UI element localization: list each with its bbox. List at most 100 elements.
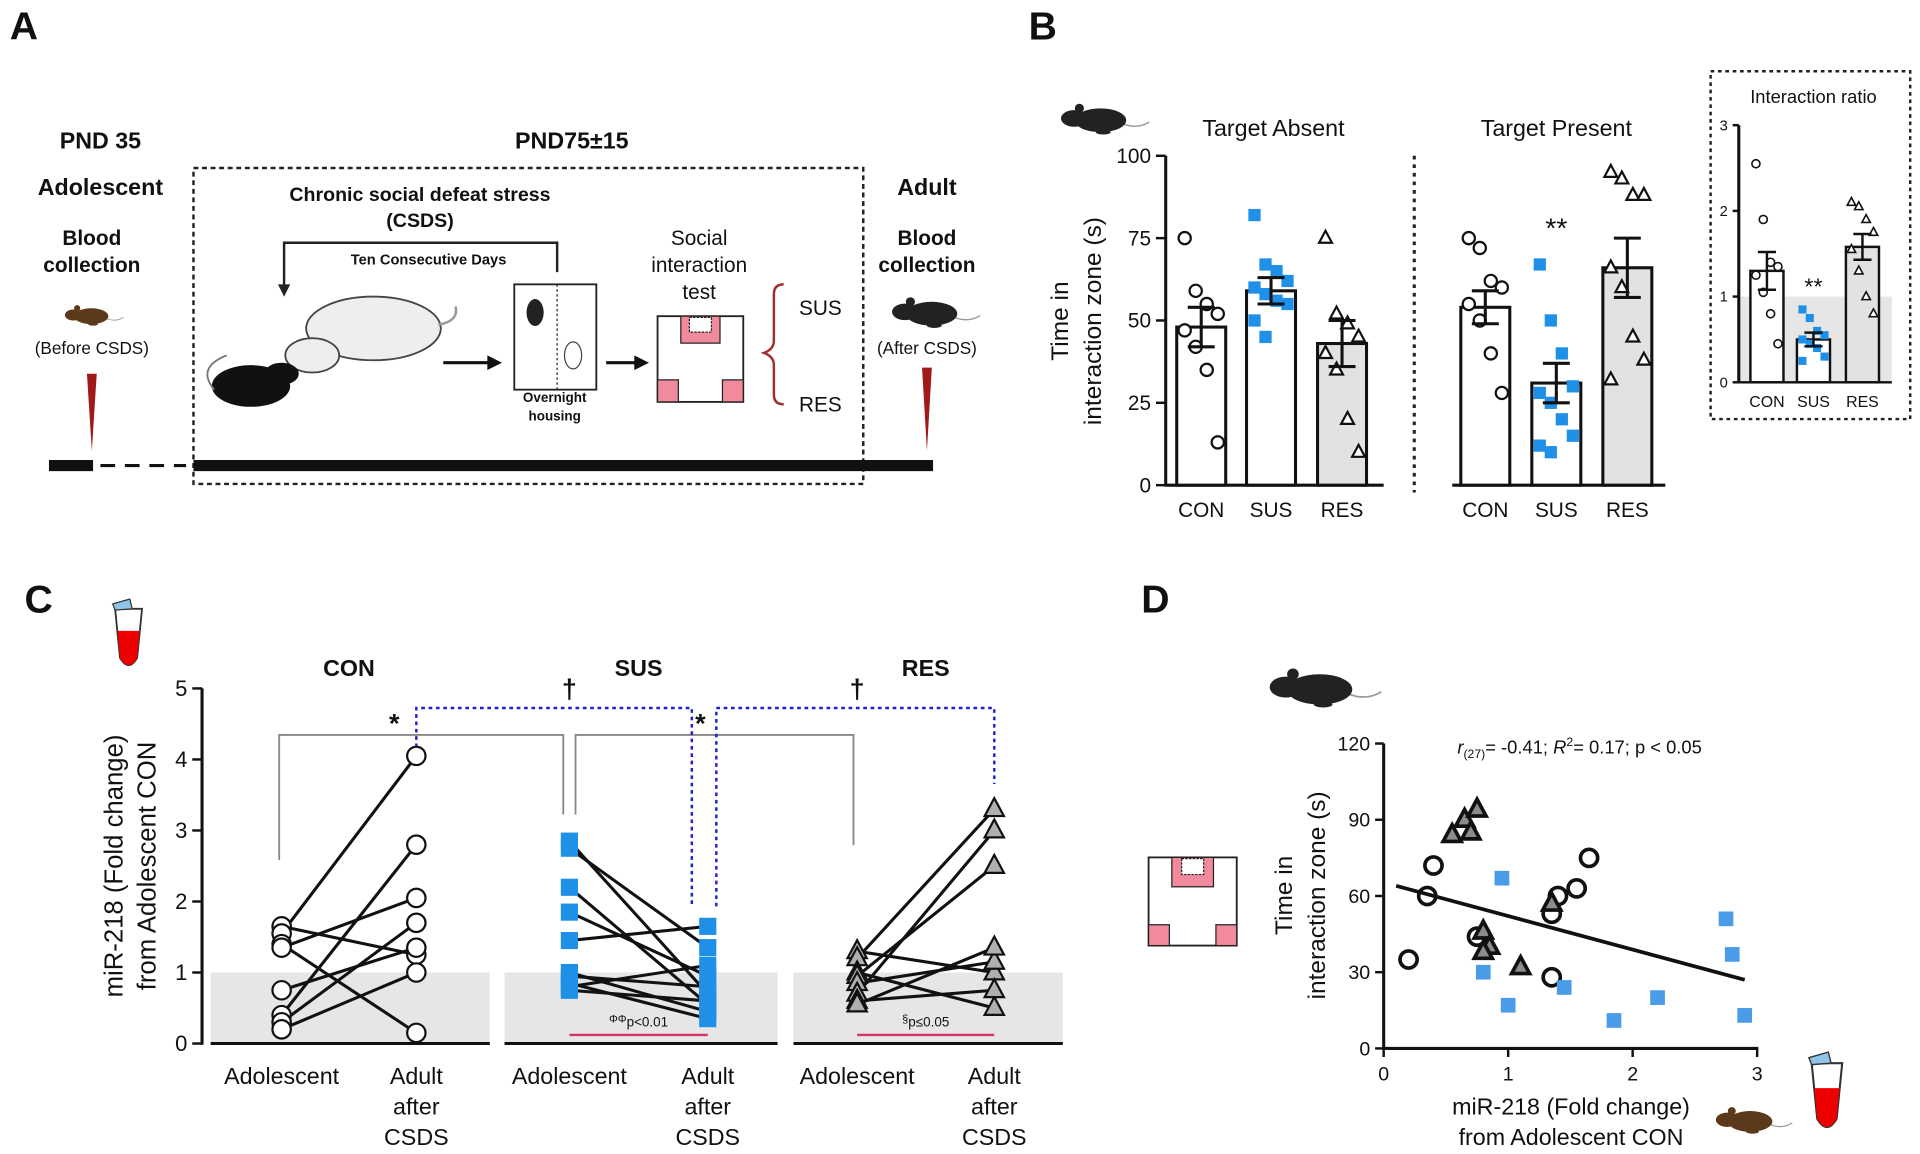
point [1556,980,1572,995]
comparison-bracket [278,734,855,860]
point [1813,326,1822,335]
y-axis-label: Time in [1271,856,1298,935]
stage: Adolescent [38,174,164,200]
point [1635,185,1653,201]
point [1210,435,1225,450]
chart-title: Target Present [1481,115,1633,141]
y-tick-label: 100 [1116,145,1151,168]
significance: * [695,709,706,739]
p-symbol: § [902,1014,908,1026]
label: collection [43,254,140,277]
mouse-icon [891,296,981,329]
x-axis-label: miR-218 (Fold change) [1452,1094,1690,1120]
error-bar [1804,331,1823,348]
point [406,887,427,909]
chart-title: Interaction ratio [1750,86,1877,107]
brace [760,283,784,406]
point [1773,338,1783,349]
point [271,937,292,958]
error-bar [1542,361,1570,405]
p-text: p<0.01 [627,1014,669,1029]
label: Chronic social defeat stress [289,184,550,206]
error-bar [1471,289,1499,326]
point [1613,277,1631,294]
point [1533,386,1546,400]
x-tick-label: RES [1846,394,1879,411]
mouse-icon [1715,1106,1793,1135]
y-tick-label: 3 [175,818,187,843]
significance: ** [1545,213,1567,244]
mouse-icon [563,341,583,370]
stage: Adult [897,174,957,200]
point [560,981,578,999]
pin [922,367,932,451]
y-tick-label: 0 [1359,1038,1370,1060]
point [982,817,1006,839]
point [1350,327,1367,343]
point [1533,258,1546,271]
mice-illustration [206,295,458,407]
arrowhead [487,355,503,371]
point [1494,870,1510,886]
x-tick-label: RES [1606,499,1649,522]
y-tick-label: 4 [175,747,187,772]
point [1602,258,1620,274]
pair-line [856,949,995,975]
error-bar [1328,318,1356,369]
point [1259,287,1272,301]
panel-label: D [1141,579,1169,622]
point [560,839,578,857]
pair-line [569,988,708,1003]
pair-line [855,829,996,995]
point [1578,847,1600,869]
point [982,852,1006,874]
y-tick-label: 1 [175,960,187,985]
pair-line [856,946,995,1006]
point [1751,158,1761,169]
point [1541,966,1563,988]
y-axis-label: miR-218 (Fold change) [100,735,128,998]
pair-line [281,946,417,992]
point [1500,997,1516,1013]
p-symbol: ΦΦ [609,1014,627,1026]
label: Ten Consecutive Days [351,253,507,269]
significance: † [562,674,577,704]
point [1199,362,1214,378]
point [1494,385,1510,401]
point [1751,270,1761,280]
annotation: r(27)= -0.41; R2= 0.17; p < 0.05 [1457,735,1701,761]
point [1471,937,1496,961]
point [1820,352,1829,361]
error-bar [1257,276,1285,306]
point [1350,442,1367,458]
point [1765,308,1776,319]
pair-line [280,754,418,935]
error-bar [1757,250,1777,291]
x-tick-label: Adolescent [800,1063,916,1089]
pair-line [568,846,709,949]
reference-band [504,972,778,1044]
label: Blood [62,227,121,250]
y-tick-label: 1 [1720,290,1728,306]
point [406,962,427,983]
outcome: RES [799,394,842,417]
point [1472,240,1488,256]
x-axis-label: from Adolescent CON [1459,1124,1684,1150]
x-tick-label: CSDS [675,1124,740,1150]
x-tick-label: after [393,1094,440,1120]
point [699,956,717,974]
significance: * [389,709,400,739]
point [1248,314,1261,327]
ann-df: (27) [1463,747,1485,761]
point [271,979,292,1001]
point [1440,820,1465,844]
label: interaction [651,254,747,277]
point [1867,307,1880,318]
point [1602,162,1620,178]
point [560,878,578,896]
point [982,795,1006,818]
y-axis-label: from Adolescent CON [134,742,162,991]
y-tick-label: 60 [1348,886,1370,908]
x-tick-label: Adult [681,1063,735,1089]
